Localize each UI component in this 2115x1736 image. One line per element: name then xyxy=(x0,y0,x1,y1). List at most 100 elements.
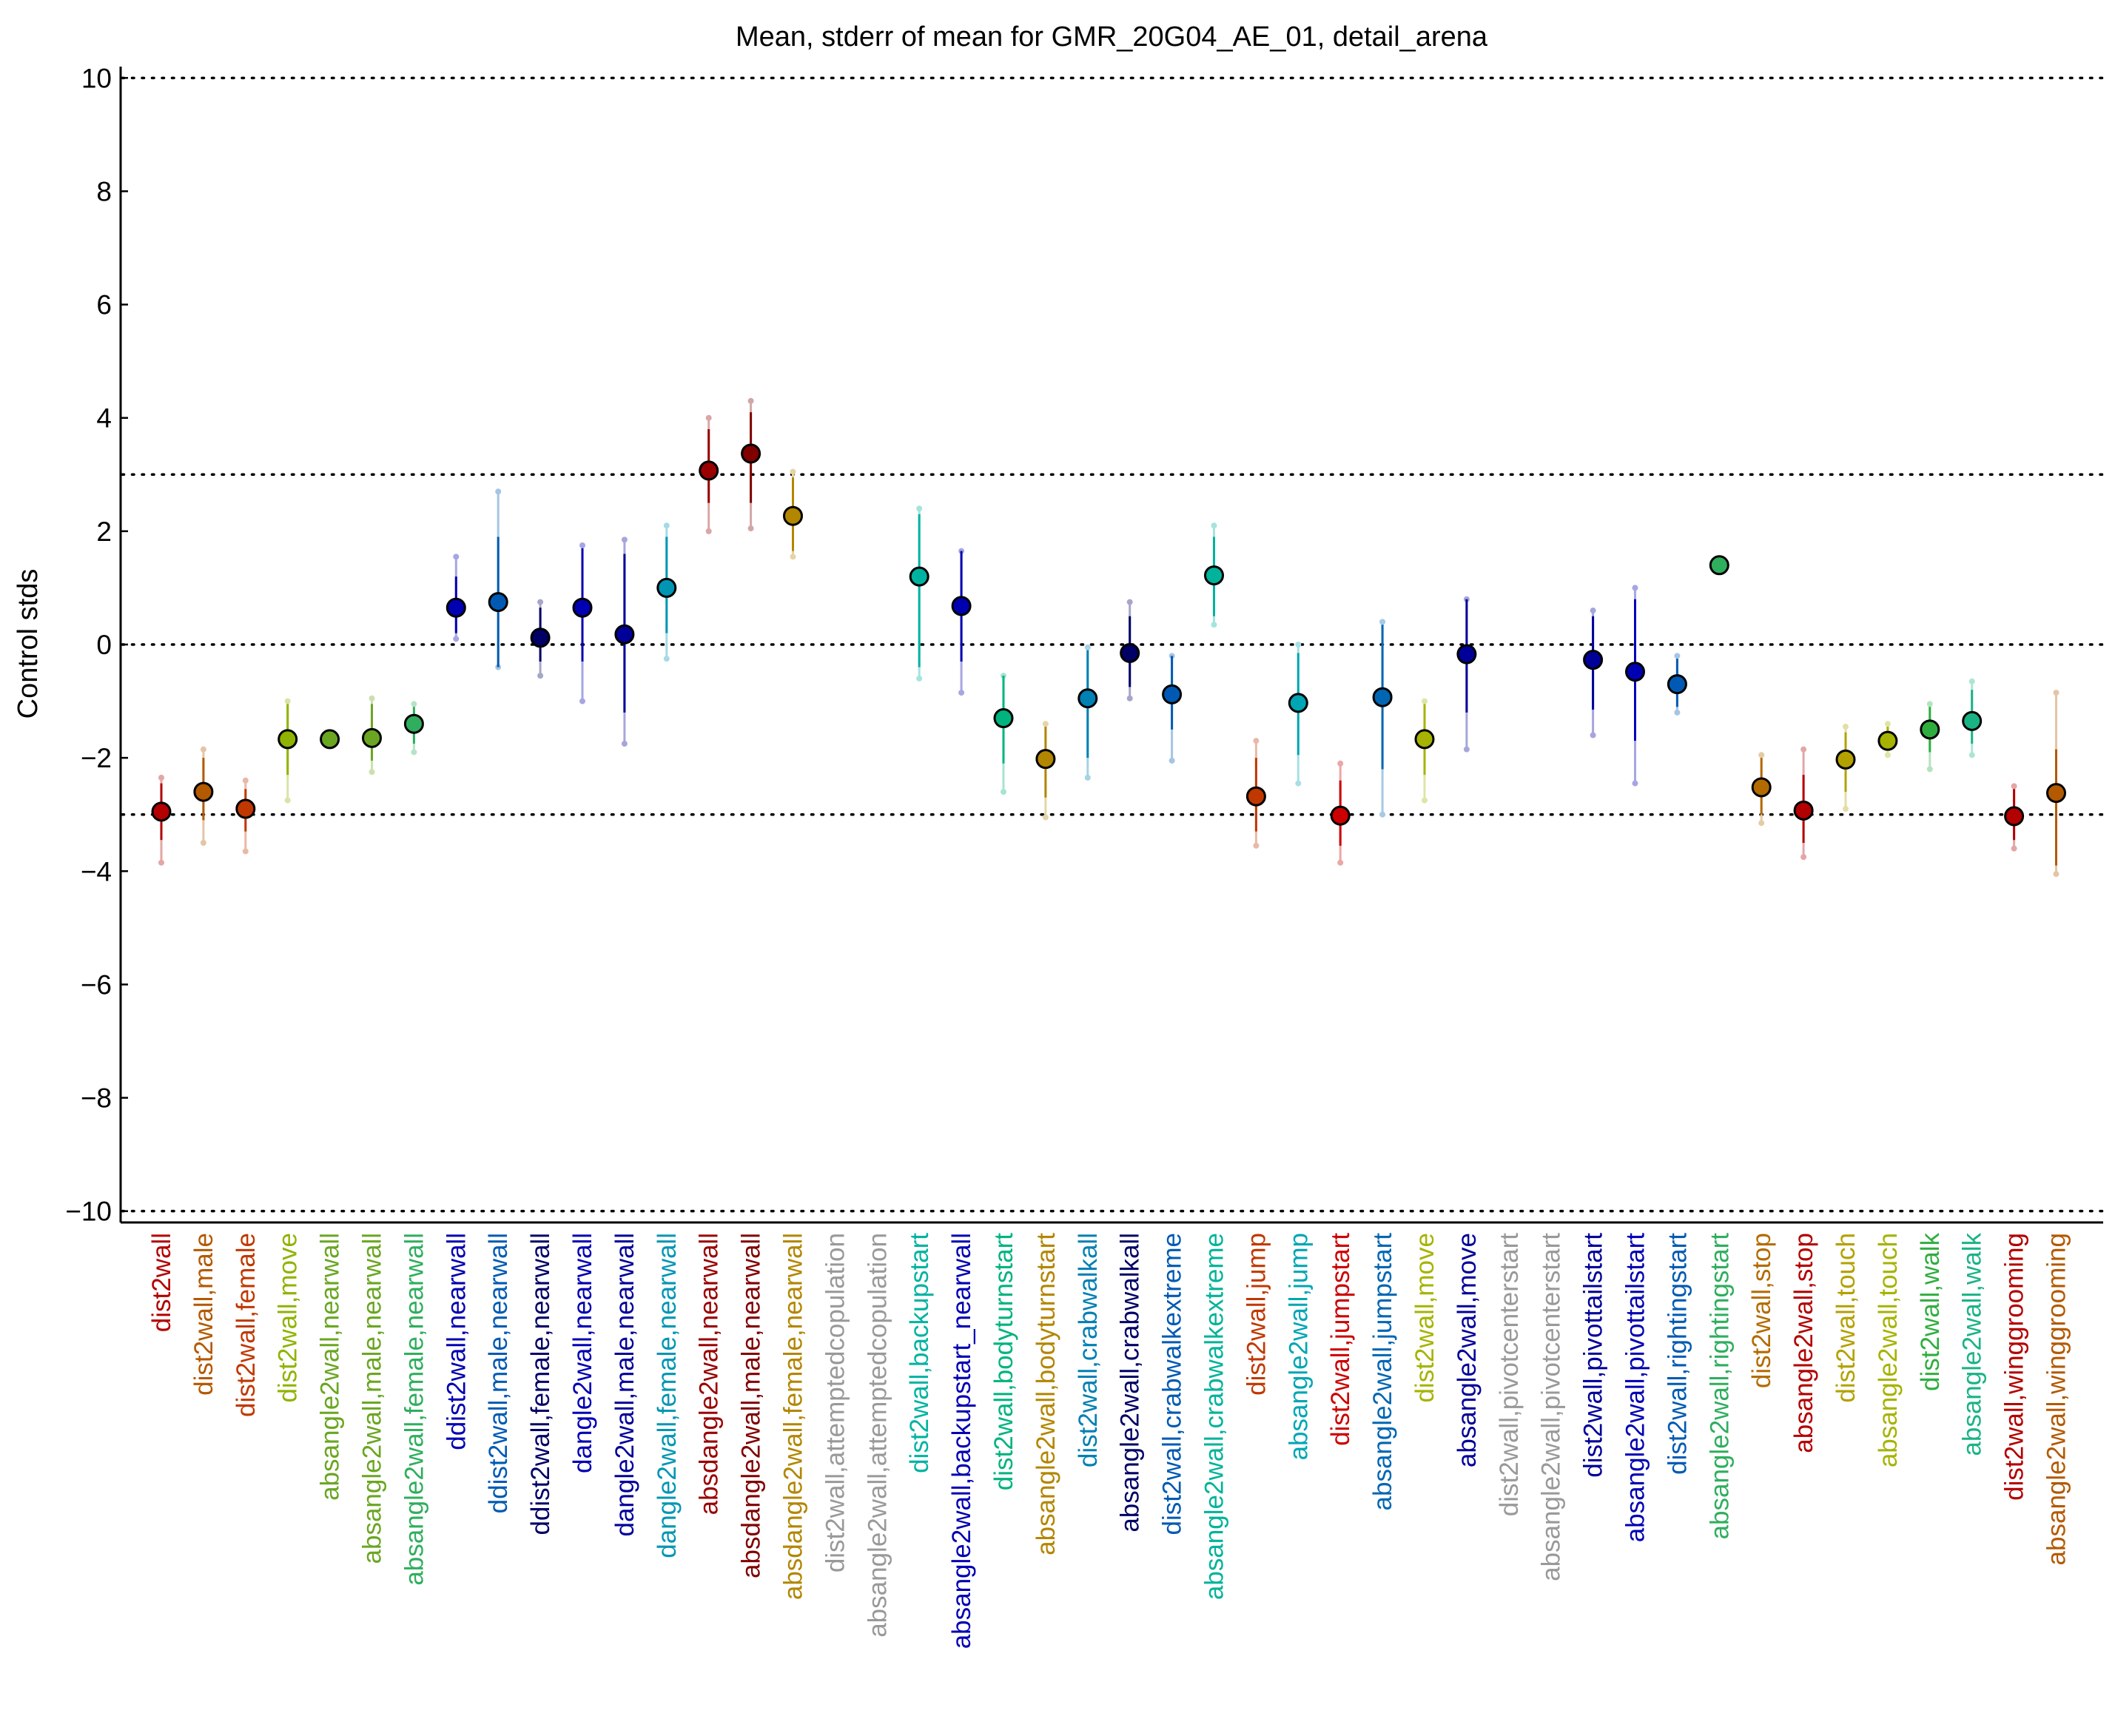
mean-marker xyxy=(1162,684,1183,704)
extent-dot xyxy=(495,488,502,495)
data-point-group xyxy=(278,698,298,804)
extent-dot xyxy=(790,554,796,560)
data-point-group xyxy=(1372,619,1393,818)
extent-dot xyxy=(663,522,670,529)
extent-dot xyxy=(2011,783,2017,790)
x-tick-label: dist2wall,move xyxy=(1410,1233,1439,1403)
extent-dot xyxy=(916,505,923,512)
mean-marker xyxy=(278,729,298,750)
extent-dot xyxy=(200,746,206,753)
extent-dot xyxy=(242,777,249,784)
x-tick-label: absdangle2wall,male,nearwall xyxy=(737,1233,766,1578)
x-tick-label: absdangle2wall,female,nearwall xyxy=(779,1233,808,1600)
extent-dot xyxy=(242,848,249,855)
x-tick-label: dist2wall,female xyxy=(232,1233,260,1417)
extent-dot xyxy=(958,690,965,696)
data-point-group xyxy=(1077,644,1098,781)
x-tick-label: absangle2wall,stop xyxy=(1789,1233,1818,1453)
x-tick-label: dist2wall,move xyxy=(274,1233,303,1403)
extent-dot xyxy=(1674,709,1681,716)
x-tick-label: absangle2wall,touch xyxy=(1874,1233,1903,1467)
y-ticks: −10 −8 −6 −4 −2 0 2 4 6 8 10 xyxy=(65,63,128,1227)
x-tick-label: dangle2wall,nearwall xyxy=(568,1233,597,1473)
extent-dot xyxy=(1084,644,1091,650)
mean-marker xyxy=(1077,688,1098,709)
mean-marker xyxy=(1245,786,1266,807)
x-tick-label: absangle2wall,male,nearwall xyxy=(358,1233,387,1564)
y-axis-label: Control stds xyxy=(13,569,44,719)
mean-marker xyxy=(1920,719,1940,740)
data-point-group xyxy=(951,548,972,696)
data-point-group xyxy=(1835,724,1856,813)
x-tick-label: dist2wall,walk xyxy=(1916,1233,1945,1391)
extent-dot xyxy=(411,701,417,707)
x-tick-label: dist2wall,jump xyxy=(1242,1233,1271,1396)
y-tick-label: 4 xyxy=(96,403,112,434)
x-tick-label: absangle2wall,walk xyxy=(1958,1233,1987,1456)
extent-dot xyxy=(1422,797,1428,804)
x-tick-label: dist2wall,backupstart xyxy=(905,1233,934,1473)
extent-dot xyxy=(1758,820,1765,827)
extent-dot xyxy=(284,698,291,704)
chart-title: Mean, stderr of mean for GMR_20G04_AE_01… xyxy=(736,21,1488,53)
extent-dot xyxy=(579,698,585,704)
data-point-group xyxy=(1751,752,1772,827)
mean-marker xyxy=(1709,555,1729,576)
mean-marker xyxy=(741,443,761,464)
data-point-group xyxy=(1120,599,1140,702)
data-point-group xyxy=(320,729,340,750)
mean-marker xyxy=(699,460,719,481)
mean-marker xyxy=(614,624,635,645)
data-point-group xyxy=(909,505,929,682)
mean-marker xyxy=(235,798,256,819)
extent-dot xyxy=(1926,701,1933,707)
x-tick-label: dist2wall,pivottailstart xyxy=(1579,1233,1608,1478)
extent-dot xyxy=(1843,806,1849,813)
mean-marker xyxy=(909,566,929,587)
extent-dot xyxy=(158,774,164,781)
mean-marker xyxy=(151,801,172,822)
x-tick-label: dist2wall,attemptedcopulation xyxy=(821,1233,850,1572)
x-tick-label: absdangle2wall,nearwall xyxy=(695,1233,724,1515)
extent-dot xyxy=(369,769,375,776)
extent-dot xyxy=(747,525,754,532)
x-tick-label: dangle2wall,male,nearwall xyxy=(611,1233,639,1537)
extent-dot xyxy=(1169,757,1175,764)
y-tick-label: 0 xyxy=(96,630,112,660)
mean-marker xyxy=(1625,662,1645,682)
x-tick-label: absangle2wall,rightingstart xyxy=(1705,1233,1734,1540)
data-point-group xyxy=(1625,585,1645,787)
mean-marker xyxy=(193,781,214,802)
extent-dot xyxy=(621,740,628,747)
y-tick-label: −4 xyxy=(81,856,112,886)
mean-marker xyxy=(1751,777,1772,798)
data-point-group xyxy=(699,414,719,534)
extent-dot xyxy=(158,859,164,866)
extent-dot xyxy=(1843,724,1849,730)
x-tick-label: dist2wall,male xyxy=(189,1233,218,1396)
x-tick-label: ddist2wall,male,nearwall xyxy=(484,1233,513,1513)
extent-dot xyxy=(1926,766,1933,773)
extent-dot xyxy=(1295,642,1302,647)
reference-lines xyxy=(121,76,2105,1213)
x-tick-label: absangle2wall,jump xyxy=(1284,1233,1313,1460)
x-tick-label: absangle2wall,crabwalkall xyxy=(1116,1233,1145,1533)
y-tick-label: 8 xyxy=(96,176,112,206)
mean-marker xyxy=(1035,749,1056,770)
mean-marker xyxy=(783,505,803,526)
extent-dot xyxy=(1211,622,1217,628)
data-point-group xyxy=(1162,653,1183,764)
data-point-group xyxy=(362,695,382,776)
x-tick-label: dangle2wall,female,nearwall xyxy=(653,1233,682,1558)
mean-marker xyxy=(1288,693,1308,713)
extent-dot xyxy=(1337,859,1344,866)
extent-dot xyxy=(747,397,754,404)
extent-dot xyxy=(1001,789,1006,795)
extent-dot xyxy=(1463,746,1470,753)
mean-marker xyxy=(1793,800,1814,821)
data-point-group xyxy=(783,468,803,560)
x-tick-label: dist2wall,crabwalkextreme xyxy=(1158,1233,1187,1535)
extent-dot xyxy=(1337,760,1344,767)
mean-marker xyxy=(2004,806,2025,827)
data-point-group xyxy=(993,673,1014,795)
